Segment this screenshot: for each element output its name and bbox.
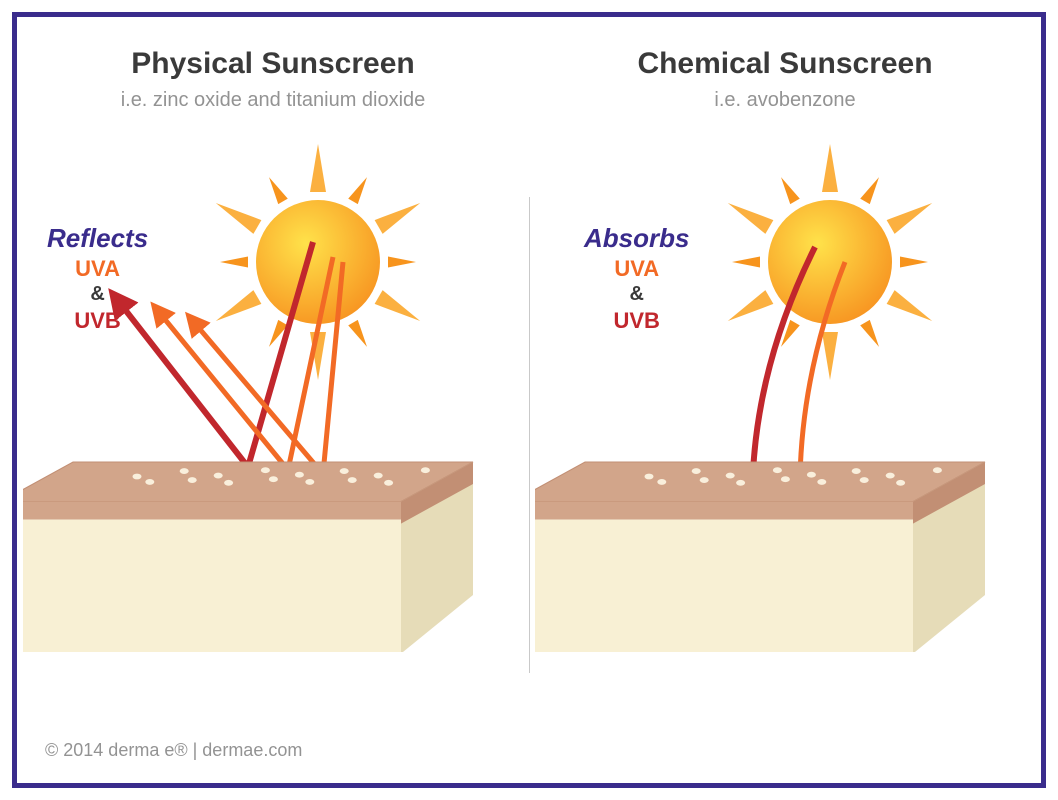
uvb-label: UVB xyxy=(47,307,148,335)
action-word: Reflects xyxy=(47,222,148,255)
panel-physical: Physical Sunscreen i.e. zinc oxide and t… xyxy=(17,17,529,783)
skin-block xyxy=(23,462,473,652)
action-word: Absorbs xyxy=(584,222,689,255)
subtitle-chemical: i.e. avobenzone xyxy=(529,89,1041,112)
amp-label: & xyxy=(47,282,148,307)
title-physical: Physical Sunscreen xyxy=(17,47,529,81)
action-label-absorbs: Absorbs UVA & UVB xyxy=(584,222,689,335)
uva-label: UVA xyxy=(584,255,689,283)
panel-divider xyxy=(529,197,530,673)
diagram-physical: Reflects UVA & UVB xyxy=(17,132,529,652)
panel-container: Physical Sunscreen i.e. zinc oxide and t… xyxy=(17,17,1041,783)
footer-site: dermae.com xyxy=(202,740,302,760)
skin-block xyxy=(535,462,985,652)
panel-chemical: Chemical Sunscreen i.e. avobenzone xyxy=(529,17,1041,783)
uva-label: UVA xyxy=(47,255,148,283)
diagram-chemical: Absorbs UVA & UVB xyxy=(529,132,1041,652)
uvb-label: UVB xyxy=(584,307,689,335)
sun-icon xyxy=(728,144,932,380)
subtitle-physical: i.e. zinc oxide and titanium dioxide xyxy=(17,89,529,112)
title-chemical: Chemical Sunscreen xyxy=(529,47,1041,81)
amp-label: & xyxy=(584,282,689,307)
svg-chemical xyxy=(535,132,1035,652)
copyright-text: © 2014 derma e® xyxy=(45,740,188,760)
infographic-frame: Physical Sunscreen i.e. zinc oxide and t… xyxy=(12,12,1046,788)
footer-credit: © 2014 derma e® | dermae.com xyxy=(45,740,302,761)
action-label-reflects: Reflects UVA & UVB xyxy=(47,222,148,335)
sun-icon xyxy=(216,144,420,380)
svg-physical xyxy=(23,132,523,652)
footer-sep: | xyxy=(188,740,203,760)
